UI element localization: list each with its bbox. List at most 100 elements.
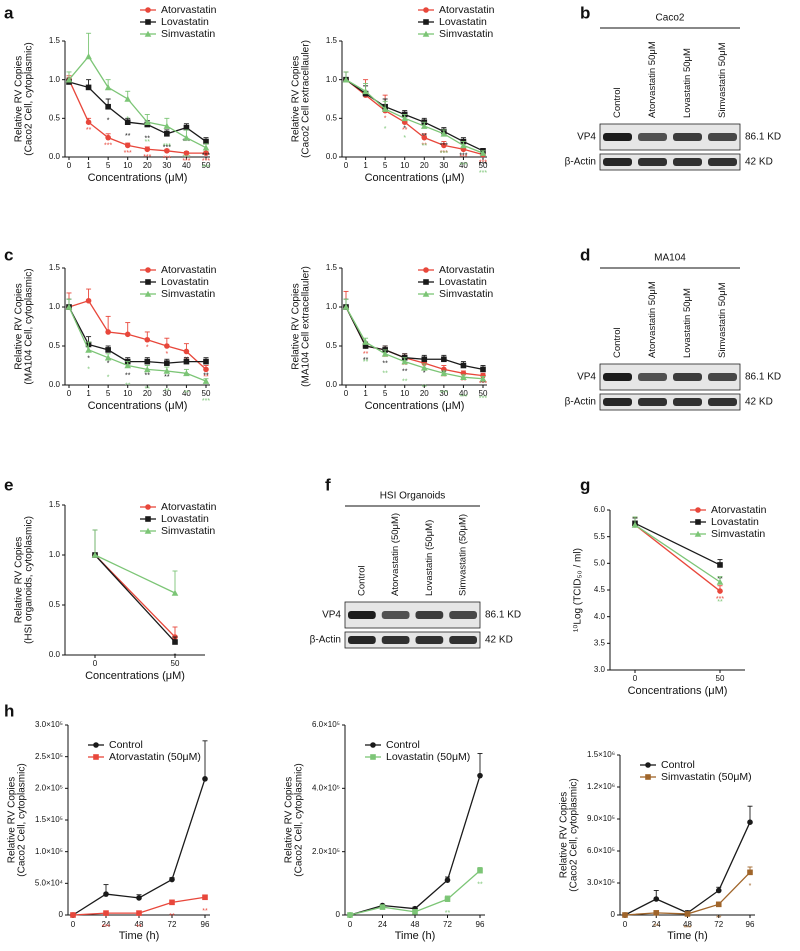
band <box>673 398 702 406</box>
marker <box>444 877 451 883</box>
significance: ** <box>125 372 131 379</box>
significance: * <box>107 118 110 125</box>
y-axis-title: (MA104 Cell extracellauler) <box>301 266 312 387</box>
x-axis-title: Concentrations (μM) <box>365 400 465 412</box>
blot-size-label: 42 KD <box>745 157 773 168</box>
significance: ** <box>717 599 723 606</box>
significance: * <box>107 375 110 382</box>
significance: ** <box>422 143 428 150</box>
blot-size-label: 86.1 KD <box>485 610 521 621</box>
significance: ** <box>480 380 486 387</box>
band <box>381 636 410 644</box>
marker <box>105 134 111 141</box>
legend-label: Lovastatin <box>439 16 487 28</box>
x-tick-label: 40 <box>459 161 468 170</box>
significance: ** <box>145 386 151 393</box>
x-tick-label: 72 <box>168 920 177 929</box>
marker <box>695 507 701 513</box>
series-line <box>624 821 751 916</box>
marker <box>401 115 409 122</box>
significance: ** <box>382 361 388 368</box>
lane-label: Simvastatin 50μM <box>717 42 728 118</box>
significance: ** <box>654 924 660 931</box>
x-tick-label: 10 <box>400 161 409 170</box>
series-line <box>345 79 484 152</box>
blot-size-label: 86.1 KD <box>745 132 781 143</box>
legend-label: Atorvastatin <box>439 4 495 16</box>
blot-row-label: β-Actin <box>310 635 341 646</box>
band <box>348 636 376 644</box>
legend-label: Control <box>386 739 420 751</box>
y-axis-title: Relative RV Copies <box>559 792 570 879</box>
significance: ** <box>164 388 170 395</box>
band <box>381 611 410 619</box>
significance: * <box>87 355 90 362</box>
marker <box>460 142 467 149</box>
x-tick-label: 40 <box>182 161 191 170</box>
y-tick-label: 3.0 <box>594 665 606 674</box>
significance: *** <box>182 155 190 162</box>
lane-label: Atorvastatin 50μM <box>647 281 658 358</box>
band <box>708 158 737 166</box>
marker <box>169 876 175 883</box>
lane-label: Lovastatin (50μM) <box>424 520 435 596</box>
marker <box>105 347 111 353</box>
marker <box>379 904 386 910</box>
y-tick-label: 5.0×10⁴ <box>35 878 64 887</box>
marker <box>460 373 467 380</box>
series-line <box>345 306 484 380</box>
series-line <box>345 79 484 154</box>
y-tick-label: 4.0 <box>594 612 606 621</box>
significance: ** <box>145 139 151 146</box>
significance: ** <box>164 374 170 381</box>
y-tick-label: 1.5 <box>49 36 61 45</box>
significance: ** <box>716 915 722 922</box>
significance: *** <box>479 396 487 403</box>
band <box>708 133 737 141</box>
marker <box>440 130 448 137</box>
x-tick-label: 5 <box>383 389 388 398</box>
legend-label: Atorvastatin (50μM) <box>109 751 201 763</box>
marker <box>203 358 209 365</box>
lane-label: Atorvastatin (50μM) <box>390 513 401 596</box>
blot-row-label: VP4 <box>577 372 596 383</box>
marker <box>169 899 175 906</box>
legend-label: Atorvastatin <box>161 501 217 513</box>
marker <box>715 901 722 908</box>
significance: *** <box>459 394 467 401</box>
significance: *** <box>440 390 448 397</box>
lane-label: Atorvastatin 50μM <box>647 41 658 118</box>
marker <box>144 527 152 534</box>
marker <box>716 578 724 585</box>
series-line <box>68 306 207 382</box>
significance: ** <box>202 908 208 915</box>
series-line <box>624 871 751 916</box>
marker <box>163 367 171 374</box>
significance: *** <box>479 380 487 387</box>
x-axis-title: Concentrations (μM) <box>85 670 185 682</box>
marker <box>65 303 73 310</box>
marker <box>85 53 92 60</box>
blot-row-label: β-Actin <box>565 157 596 168</box>
band <box>638 398 667 406</box>
y-tick-label: 5.0 <box>594 558 606 567</box>
marker <box>381 105 389 112</box>
marker <box>460 362 467 369</box>
marker <box>653 896 660 902</box>
panel-label: f <box>325 475 331 494</box>
marker <box>423 19 429 25</box>
blot-title: MA104 <box>654 253 686 264</box>
lane-label: Control <box>612 87 623 118</box>
significance: ** <box>363 351 369 358</box>
y-axis-title: Relative RV Copies <box>7 777 18 864</box>
y-tick-label: 1.0 <box>49 302 61 311</box>
band <box>415 636 444 644</box>
marker <box>420 364 428 371</box>
marker <box>422 290 430 297</box>
y-tick-label: 1.0 <box>49 75 61 84</box>
band <box>603 133 632 141</box>
band <box>603 158 632 166</box>
marker <box>362 87 369 95</box>
significance: ** <box>445 910 451 917</box>
